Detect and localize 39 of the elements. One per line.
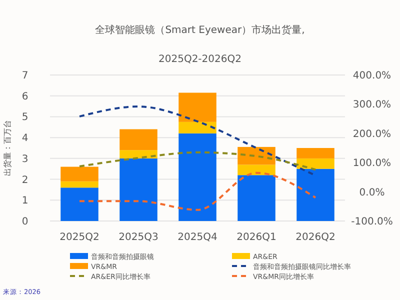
chart-subtitle: 2025Q2-2026Q2 (158, 54, 242, 65)
bar (178, 92, 216, 122)
y-tick-label: 2 (22, 174, 28, 186)
bar (120, 158, 158, 221)
x-tick-label: 2026Q2 (296, 232, 336, 243)
y-tick-label: 7 (22, 70, 28, 82)
bar (178, 133, 216, 221)
line-series (78, 172, 316, 211)
y2-tick-label: 300.0% (352, 100, 392, 111)
bar (60, 166, 98, 182)
y-tick-label: 0 (22, 216, 28, 228)
y-tick-label: 1 (22, 196, 28, 207)
bar (296, 168, 334, 221)
bar (238, 146, 276, 165)
x-tick-label: 2026Q1 (236, 232, 276, 243)
y2-tick-label: 200.0% (352, 128, 392, 140)
chart-title: 全球智能眼镜（Smart Eyewear）市场出货量, (95, 24, 305, 36)
bar (296, 148, 334, 158)
bar (120, 150, 158, 158)
bar (120, 129, 158, 150)
y-tick-label: 4 (22, 133, 28, 144)
y-tick-label: 6 (22, 91, 28, 102)
bar (296, 158, 334, 169)
y2-tick-label: 0.0% (359, 187, 385, 198)
y-axis-title: 出货量：百万台 (3, 120, 12, 176)
y2-tick-label: 100.0% (352, 158, 392, 170)
bar (60, 181, 98, 188)
bar (238, 164, 276, 176)
bar (178, 122, 216, 134)
y2-tick-label: 400.0% (352, 70, 392, 82)
y2-tick-label: -100.0% (351, 216, 393, 228)
line-series (78, 151, 316, 171)
x-tick-label: 2025Q2 (60, 232, 100, 243)
y-tick-label: 5 (22, 112, 28, 124)
x-tick-label: 2025Q4 (178, 232, 218, 243)
x-tick-label: 2025Q3 (118, 232, 158, 243)
y-tick-label: 3 (22, 154, 28, 165)
bar (238, 175, 276, 221)
bar (60, 188, 98, 221)
